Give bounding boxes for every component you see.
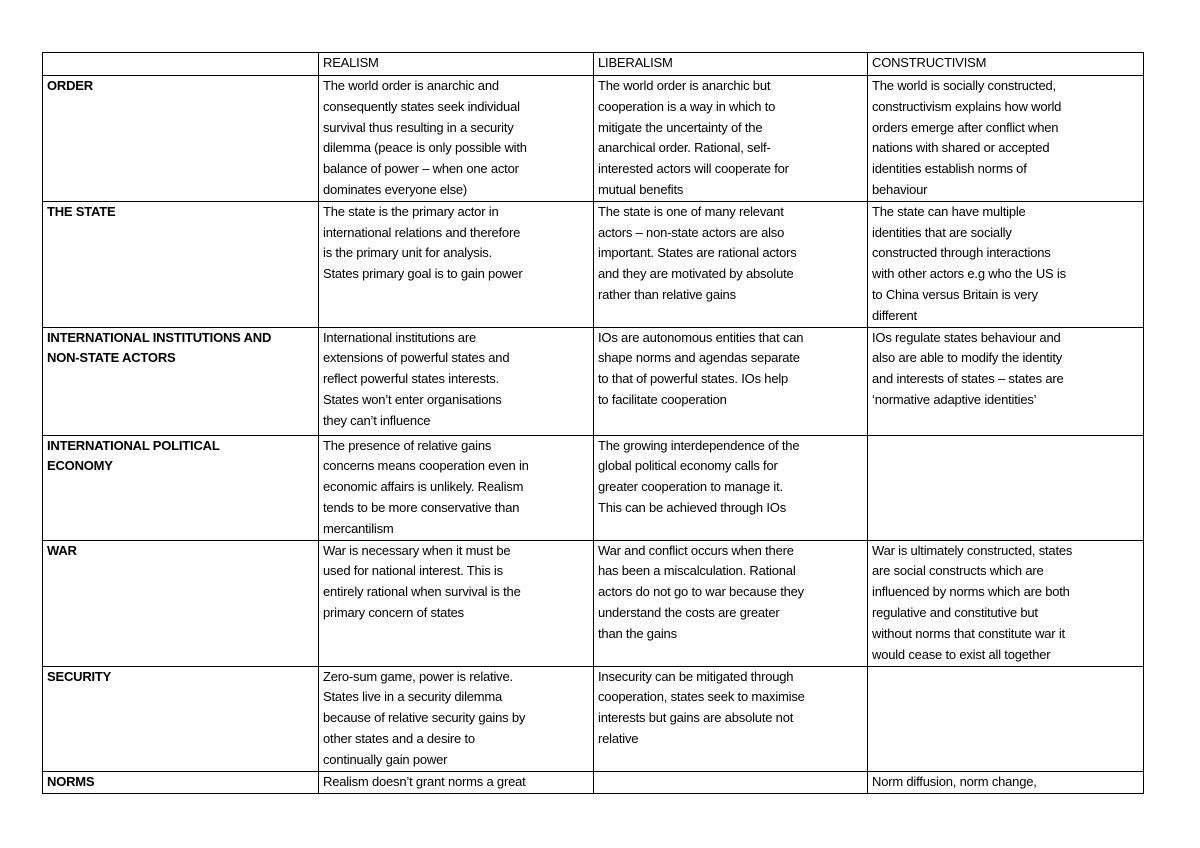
header-row: REALISM LIBERALISM CONSTRUCTIVISM — [42, 52, 1144, 76]
row-label: NORMS — [42, 770, 319, 794]
header-realism: REALISM — [318, 52, 594, 76]
cell-realism: Zero-sum game, power is relative. States… — [318, 665, 594, 772]
cell-realism: International institutions are extension… — [318, 326, 594, 436]
cell-liberalism: IOs are autonomous entities that can sha… — [593, 326, 868, 436]
cell-realism: The presence of relative gains concerns … — [318, 434, 594, 541]
table-row: INTERNATIONAL INSTITUTIONS AND NON-STATE… — [42, 326, 1144, 436]
table-row: THE STATE The state is the primary actor… — [42, 200, 1144, 328]
header-liberalism: LIBERALISM — [593, 52, 868, 76]
table-row: SECURITY Zero-sum game, power is relativ… — [42, 665, 1144, 772]
cell-constructivism — [867, 434, 1144, 541]
table-row: ORDER The world order is anarchic and co… — [42, 75, 1144, 202]
row-label: SECURITY — [42, 665, 319, 772]
header-constructivism: CONSTRUCTIVISM — [867, 52, 1144, 76]
table-row: INTERNATIONAL POLITICAL ECONOMY The pres… — [42, 434, 1144, 541]
theories-comparison-table: REALISM LIBERALISM CONSTRUCTIVISM ORDER … — [42, 52, 1144, 794]
row-label: ORDER — [42, 75, 319, 202]
table-row: NORMS Realism doesn’t grant norms a grea… — [42, 770, 1144, 794]
cell-realism: Realism doesn’t grant norms a great — [318, 770, 594, 794]
cell-liberalism — [593, 770, 868, 794]
cell-liberalism: The world order is anarchic but cooperat… — [593, 75, 868, 202]
cell-constructivism: The world is socially constructed, const… — [867, 75, 1144, 202]
row-label: INTERNATIONAL INSTITUTIONS AND NON-STATE… — [42, 326, 319, 436]
cell-liberalism: War and conflict occurs when there has b… — [593, 539, 868, 667]
cell-constructivism: The state can have multiple identities t… — [867, 200, 1144, 328]
cell-constructivism — [867, 665, 1144, 772]
row-label: INTERNATIONAL POLITICAL ECONOMY — [42, 434, 319, 541]
cell-liberalism: The growing interdependence of the globa… — [593, 434, 868, 541]
cell-realism: The world order is anarchic and conseque… — [318, 75, 594, 202]
header-blank — [42, 52, 319, 76]
cell-constructivism: Norm diffusion, norm change, — [867, 770, 1144, 794]
cell-realism: War is necessary when it must be used fo… — [318, 539, 594, 667]
cell-realism: The state is the primary actor in intern… — [318, 200, 594, 328]
cell-liberalism: Insecurity can be mitigated through coop… — [593, 665, 868, 772]
cell-liberalism: The state is one of many relevant actors… — [593, 200, 868, 328]
cell-constructivism: IOs regulate states behaviour and also a… — [867, 326, 1144, 436]
table-row: WAR War is necessary when it must be use… — [42, 539, 1144, 667]
row-label: WAR — [42, 539, 319, 667]
row-label: THE STATE — [42, 200, 319, 328]
cell-constructivism: War is ultimately constructed, states ar… — [867, 539, 1144, 667]
